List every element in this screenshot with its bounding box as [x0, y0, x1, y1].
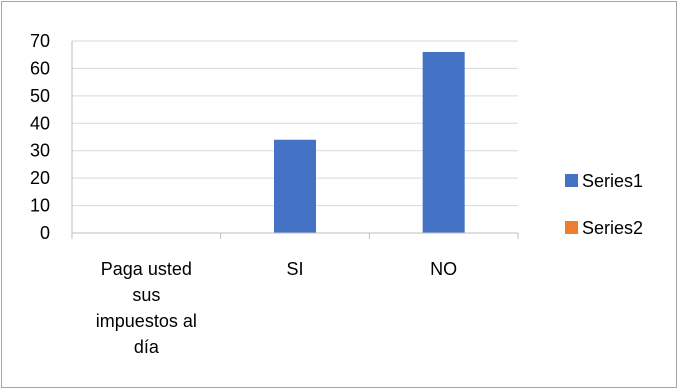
- y-tick-label: 20: [30, 168, 50, 188]
- bars: [274, 51, 465, 233]
- bar: [422, 51, 465, 233]
- x-tick-label: Paga usted sus impuestos al día: [96, 259, 197, 357]
- legend: Series1 Series2: [565, 171, 643, 238]
- legend-label: Series1: [582, 171, 643, 191]
- y-tick-label: 60: [30, 58, 50, 78]
- axes: [71, 41, 519, 239]
- y-tick-label: 40: [30, 113, 50, 133]
- y-tick-label: 30: [30, 141, 50, 161]
- y-tick-label: 50: [30, 86, 50, 106]
- y-tick-label: 10: [30, 196, 50, 216]
- bar: [274, 139, 316, 233]
- x-tick-label: SI: [286, 259, 303, 279]
- x-tick-labels: Paga usted sus impuestos al día SI NO: [96, 259, 457, 357]
- legend-label: Series2: [582, 218, 643, 238]
- legend-swatch: [565, 221, 578, 234]
- x-tick-label: NO: [430, 259, 457, 279]
- y-tick-label: 70: [30, 31, 50, 51]
- legend-swatch: [565, 174, 578, 187]
- y-tick-labels: 0 10 20 30 40 50 60 70: [30, 31, 50, 243]
- y-tick-label: 0: [40, 223, 50, 243]
